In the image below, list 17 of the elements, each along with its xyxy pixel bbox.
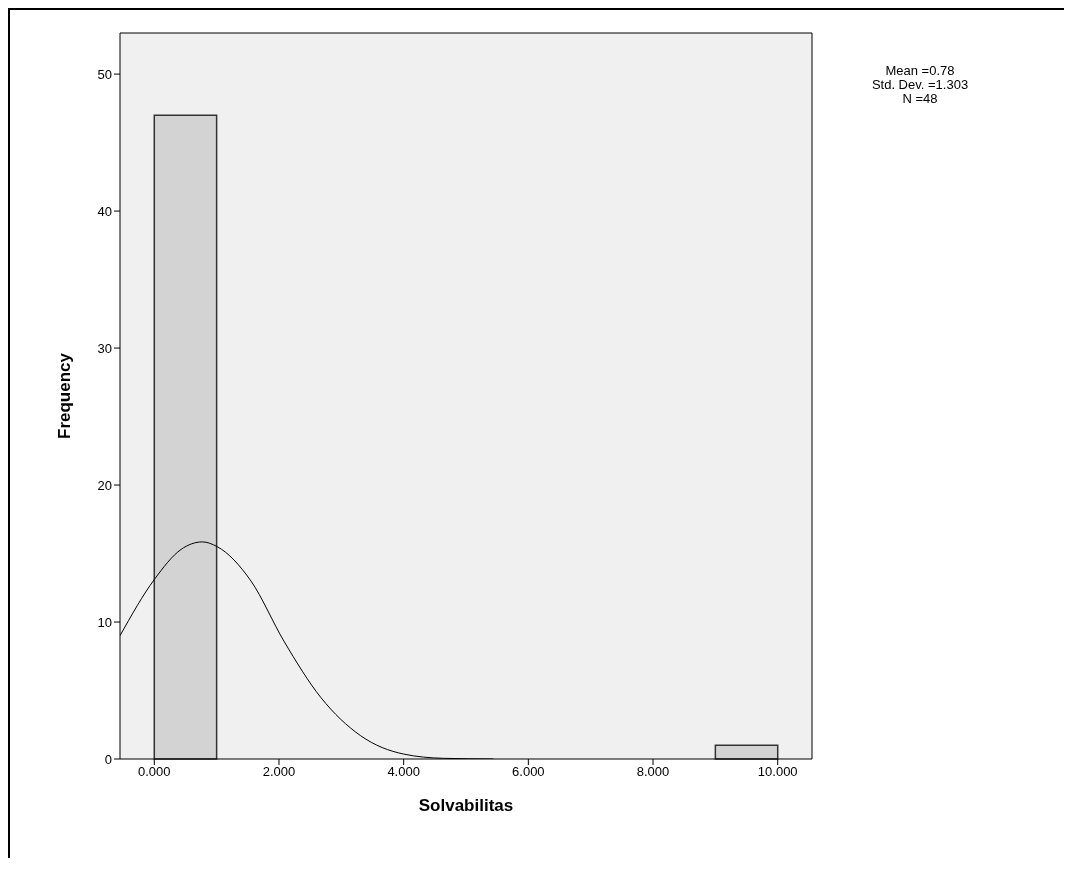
x-tick-label: 2.000 [262, 764, 296, 780]
text: Mean =0.78 [884, 63, 956, 78]
y-axis-title: Frequency [55, 352, 75, 439]
x-tick-label: 6.000 [512, 764, 545, 780]
text: N =48 [901, 91, 939, 106]
x-tick-label: 8.000 [636, 764, 670, 780]
y-tick-label: 0 [104, 751, 112, 767]
y-tick-label: 50 [97, 66, 112, 82]
y-tick-label: 20 [97, 477, 112, 493]
y-tick-label: 40 [97, 203, 112, 219]
x-tick-label: 0.000 [138, 764, 171, 780]
x-tick-label: 4.000 [387, 764, 420, 780]
x-axis-title: Solvabilitas [418, 796, 514, 815]
text: Std. Dev. =1.303 [870, 77, 970, 92]
x-tick-label: 10.000 [757, 764, 798, 780]
y-tick-label: 30 [97, 340, 112, 356]
y-tick-label: 10 [97, 614, 112, 630]
